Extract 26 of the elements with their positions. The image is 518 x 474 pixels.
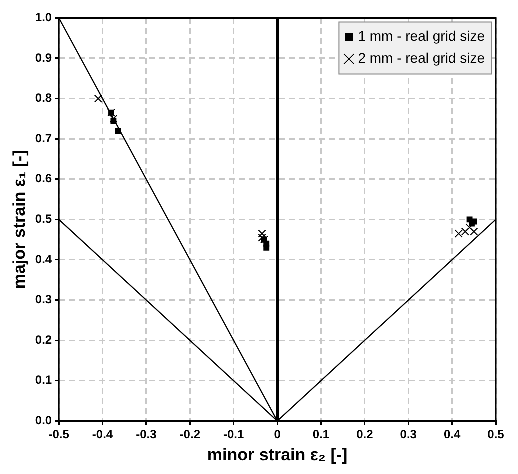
- y-tick-label: 0.7: [35, 131, 52, 146]
- x-tick-label: -0.4: [92, 428, 114, 442]
- y-tick-label: 0.1: [35, 373, 52, 388]
- x-tick-label: -0.2: [180, 428, 201, 442]
- x-axis-title: minor strain ε₂ [-]: [207, 445, 348, 464]
- y-tick-label: 0.8: [35, 91, 52, 106]
- y-tick-label: 0.9: [35, 50, 52, 65]
- legend-label: 1 mm - real grid size: [358, 28, 486, 44]
- y-tick-label: 0.6: [35, 172, 52, 186]
- y-tick-label: 0.5: [35, 212, 52, 226]
- x-tick-label: 0.3: [400, 428, 418, 442]
- x-tick-label: 0.5: [488, 428, 505, 442]
- x-tick-label: -0.5: [48, 428, 70, 442]
- x-tick-label: 0.2: [356, 428, 374, 442]
- y-tick-label: 0.2: [35, 332, 52, 347]
- x-tick-label: 0.4: [444, 428, 461, 442]
- x-tick-label: -0.3: [136, 428, 158, 442]
- x-tick-label: 0.1: [312, 428, 330, 442]
- y-axis-title: major strain ε₁ [-]: [10, 150, 29, 290]
- y-tick-label: 0.4: [35, 252, 52, 266]
- y-tick-label: 0.3: [35, 292, 52, 307]
- y-tick-label: 1.0: [35, 10, 52, 25]
- y-tick-label: 0.0: [35, 414, 52, 428]
- legend-label: 2 mm - real grid size: [358, 50, 486, 66]
- x-tick-label: 0: [274, 428, 282, 442]
- x-tick-label: -0.1: [224, 428, 245, 442]
